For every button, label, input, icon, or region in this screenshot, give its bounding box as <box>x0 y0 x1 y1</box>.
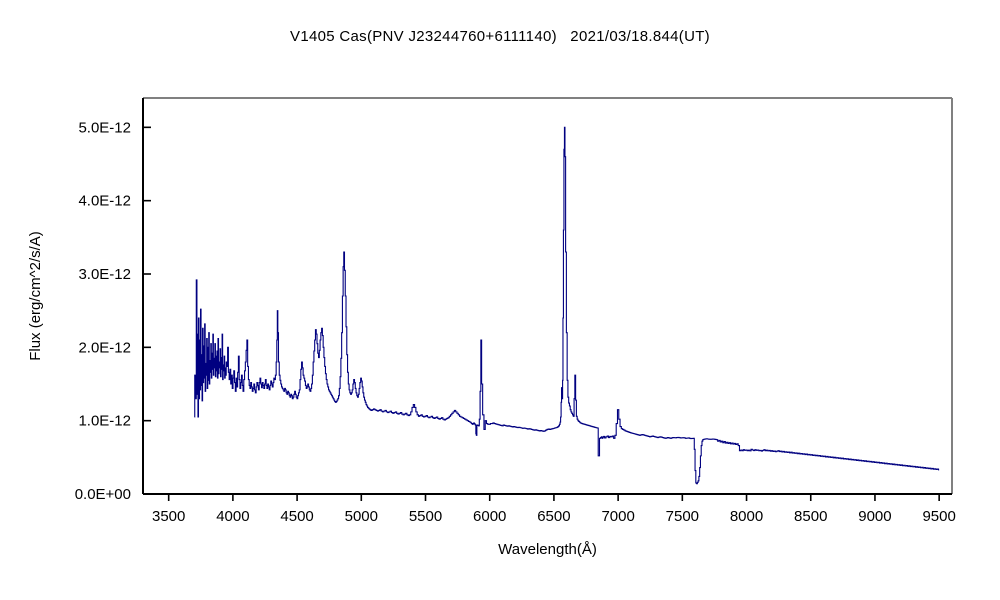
y-tick-label: 3.0E-12 <box>78 266 131 283</box>
x-tick-label: 9000 <box>858 508 891 525</box>
x-tick-label: 9500 <box>922 508 955 525</box>
x-tick-label: 5500 <box>409 508 442 525</box>
x-tick-label: 8000 <box>730 508 763 525</box>
axes-group <box>142 97 953 501</box>
data-series-group <box>194 126 940 485</box>
x-tick-label: 6500 <box>537 508 570 525</box>
x-tick-label: 4500 <box>280 508 313 525</box>
chart-title: V1405 Cas(PNV J23244760+6111140) 2021/03… <box>290 28 710 45</box>
x-tick-label: 8500 <box>794 508 827 525</box>
x-tick-label: 7500 <box>666 508 699 525</box>
y-tick-label: 5.0E-12 <box>78 119 131 136</box>
x-tick-label: 3500 <box>152 508 185 525</box>
y-tick-label: 0.0E+00 <box>75 486 131 503</box>
x-tick-label: 4000 <box>216 508 249 525</box>
y-axis-title: Flux (erg/cm^2/s/A) <box>27 231 44 361</box>
x-tick-label: 6000 <box>473 508 506 525</box>
y-tick-label: 4.0E-12 <box>78 193 131 210</box>
y-tick-label: 2.0E-12 <box>78 339 131 356</box>
spectrum-line <box>194 126 940 485</box>
x-tick-label: 5000 <box>345 508 378 525</box>
x-axis-title: Wavelength(Å) <box>498 541 597 558</box>
axis-labels-group: 3500 4000 4500 5000 5500 6000 6500 7000 7500 8000… <box>27 119 956 558</box>
x-tick-label: 7000 <box>601 508 634 525</box>
y-tick-label: 1.0E-12 <box>78 413 131 430</box>
